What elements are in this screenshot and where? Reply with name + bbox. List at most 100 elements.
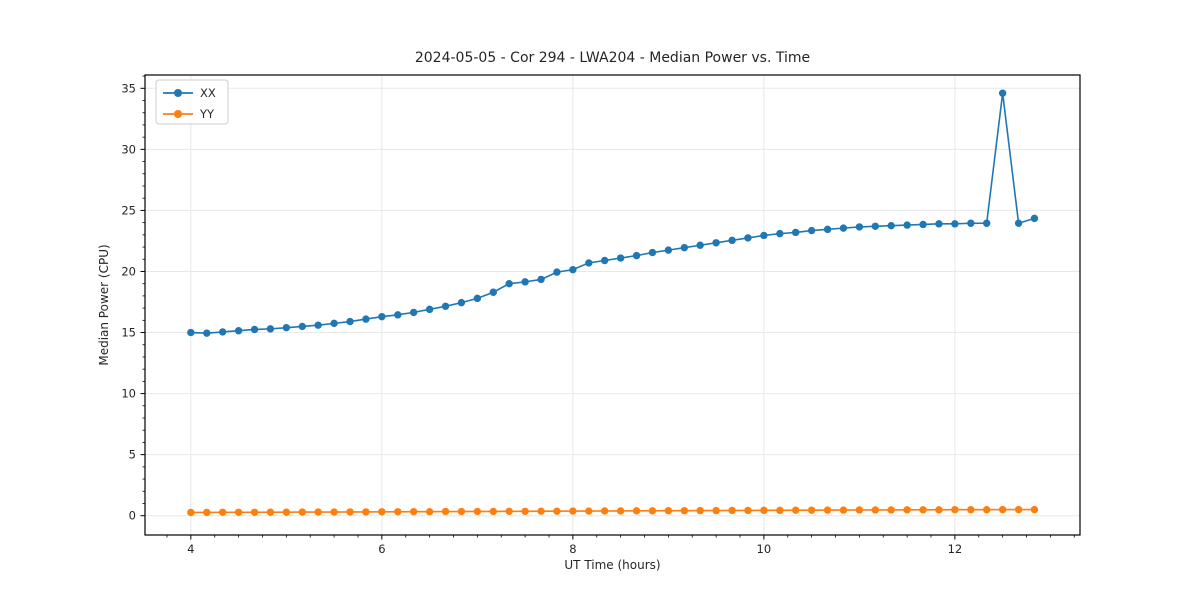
- data-point-XX: [346, 317, 354, 326]
- data-point-XX: [744, 234, 752, 242]
- data-point-XX: [951, 220, 959, 228]
- data-point-XX: [919, 220, 927, 229]
- data-point-XX: [807, 226, 816, 235]
- data-point-XX: [839, 224, 848, 232]
- data-point-XX: [791, 228, 800, 237]
- data-point-XX: [903, 221, 911, 229]
- data-point-YY: [744, 506, 752, 515]
- data-point-YY: [187, 508, 195, 517]
- data-point-YY: [1014, 505, 1023, 514]
- data-point-YY: [298, 508, 306, 516]
- data-point-YY: [855, 506, 864, 514]
- y-axis-label: Median Power (CPU): [97, 244, 111, 366]
- data-point-XX: [664, 246, 673, 254]
- data-point-XX: [362, 315, 370, 323]
- data-point-YY: [457, 507, 466, 516]
- data-point-XX: [871, 222, 880, 230]
- data-point-XX: [1014, 219, 1023, 227]
- data-point-XX: [314, 321, 322, 329]
- chart-title: 2024-05-05 - Cor 294 - LWA204 - Median P…: [414, 50, 811, 66]
- data-point-YY: [314, 508, 322, 516]
- data-point-YY: [632, 507, 641, 515]
- data-point-YY: [728, 506, 736, 515]
- y-tick-label: 5: [129, 448, 136, 462]
- y-tick-label: 10: [121, 387, 136, 401]
- data-point-YY: [871, 506, 880, 514]
- data-point-YY: [203, 508, 211, 517]
- data-point-XX: [378, 312, 386, 321]
- data-point-XX: [998, 89, 1007, 97]
- y-tick-label: 20: [121, 264, 136, 278]
- data-point-XX: [776, 229, 784, 238]
- data-point-YY: [823, 506, 832, 514]
- data-point-YY: [887, 506, 895, 514]
- data-point-XX: [473, 294, 482, 303]
- x-tick-label: 12: [948, 542, 963, 556]
- y-tick-label: 15: [121, 326, 136, 340]
- data-point-YY: [807, 506, 816, 514]
- data-point-YY: [473, 507, 482, 516]
- data-point-YY: [505, 507, 513, 516]
- data-point-XX: [600, 256, 609, 265]
- data-point-YY: [250, 508, 259, 516]
- data-point-XX: [187, 328, 195, 337]
- data-point-YY: [378, 508, 386, 516]
- data-point-YY: [664, 507, 673, 515]
- data-point-YY: [218, 508, 227, 516]
- data-point-YY: [409, 507, 418, 516]
- data-point-XX: [489, 288, 498, 296]
- legend-marker-XX: [174, 89, 182, 97]
- data-point-XX: [585, 259, 593, 267]
- data-point-XX: [266, 325, 275, 333]
- data-point-XX: [203, 329, 211, 337]
- data-point-YY: [696, 506, 704, 515]
- y-tick-label: 0: [129, 509, 136, 523]
- data-point-XX: [982, 219, 991, 227]
- legend-marker-YY: [174, 110, 182, 118]
- data-point-XX: [728, 236, 736, 245]
- data-point-YY: [585, 507, 593, 515]
- data-point-YY: [537, 507, 545, 515]
- data-point-XX: [330, 319, 338, 328]
- data-point-XX: [553, 268, 561, 276]
- legend-label-XX: XX: [200, 86, 216, 100]
- legend-box[interactable]: [155, 79, 229, 125]
- data-point-XX: [521, 278, 529, 286]
- data-point-YY: [935, 506, 943, 514]
- x-tick-label: 8: [569, 542, 576, 556]
- data-point-XX: [250, 325, 259, 334]
- data-point-YY: [441, 507, 450, 516]
- data-point-YY: [998, 505, 1007, 514]
- y-tick-label: 25: [121, 203, 136, 217]
- data-point-XX: [505, 279, 513, 288]
- data-point-YY: [616, 507, 625, 515]
- plot-spines: [144, 74, 1081, 536]
- data-point-XX: [537, 275, 545, 284]
- data-point-XX: [823, 225, 832, 234]
- data-point-YY: [648, 507, 657, 515]
- data-point-XX: [1030, 214, 1039, 223]
- data-point-YY: [489, 507, 498, 516]
- data-point-XX: [760, 231, 768, 240]
- data-point-YY: [760, 506, 768, 515]
- data-point-YY: [903, 506, 911, 514]
- data-point-XX: [616, 254, 625, 262]
- y-tick-label: 30: [121, 142, 136, 156]
- data-point-XX: [648, 248, 657, 257]
- data-point-XX: [680, 243, 689, 252]
- series-line-XX: [190, 93, 1035, 334]
- data-point-YY: [282, 508, 291, 516]
- data-point-YY: [712, 506, 720, 515]
- data-point-YY: [425, 507, 434, 516]
- data-point-YY: [791, 506, 800, 514]
- legend-label-YY: YY: [199, 107, 215, 121]
- data-point-YY: [776, 506, 784, 515]
- data-point-YY: [266, 508, 275, 516]
- data-point-YY: [1030, 505, 1039, 514]
- data-point-YY: [521, 507, 529, 516]
- data-point-YY: [839, 506, 848, 514]
- data-point-XX: [887, 221, 895, 230]
- data-point-YY: [569, 507, 577, 515]
- data-point-XX: [712, 239, 720, 247]
